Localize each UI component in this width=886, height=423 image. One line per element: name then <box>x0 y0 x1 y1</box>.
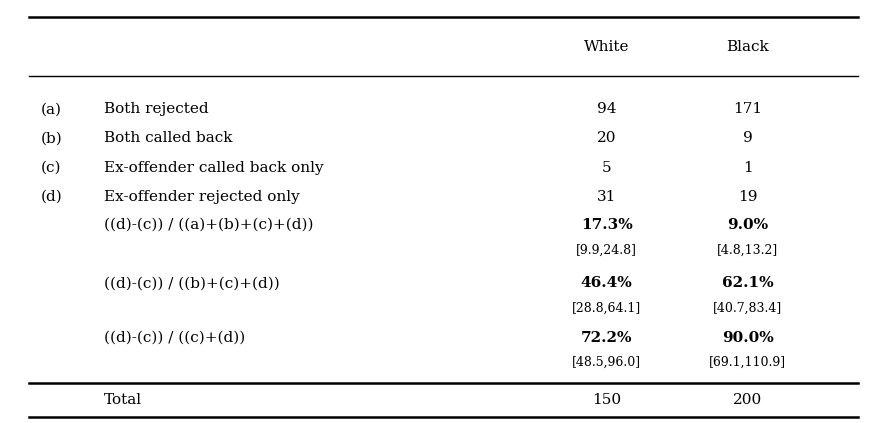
Text: 9: 9 <box>742 132 751 146</box>
Text: (d): (d) <box>41 190 62 204</box>
Text: Both rejected: Both rejected <box>104 102 208 116</box>
Text: Black: Black <box>726 40 768 54</box>
Text: 94: 94 <box>596 102 616 116</box>
Text: ((d)-(c)) / ((c)+(d)): ((d)-(c)) / ((c)+(d)) <box>104 330 245 345</box>
Text: 62.1%: 62.1% <box>721 276 773 290</box>
Text: Both called back: Both called back <box>104 132 232 146</box>
Text: 150: 150 <box>591 393 620 407</box>
Text: White: White <box>583 40 628 54</box>
Text: 5: 5 <box>601 161 610 175</box>
Text: Ex-offender called back only: Ex-offender called back only <box>104 161 323 175</box>
Text: [4.8,13.2]: [4.8,13.2] <box>716 243 777 256</box>
Text: (a): (a) <box>41 102 62 116</box>
Text: 1: 1 <box>742 161 751 175</box>
Text: Total: Total <box>104 393 142 407</box>
Text: [28.8,64.1]: [28.8,64.1] <box>571 302 641 315</box>
Text: 72.2%: 72.2% <box>580 330 632 345</box>
Text: 9.0%: 9.0% <box>727 218 767 232</box>
Text: ((d)-(c)) / ((a)+(b)+(c)+(d)): ((d)-(c)) / ((a)+(b)+(c)+(d)) <box>104 218 314 232</box>
Text: [9.9,24.8]: [9.9,24.8] <box>575 243 636 256</box>
Text: [69.1,110.9]: [69.1,110.9] <box>708 356 785 369</box>
Text: (b): (b) <box>41 132 62 146</box>
Text: [40.7,83.4]: [40.7,83.4] <box>712 302 781 315</box>
Text: ((d)-(c)) / ((b)+(c)+(d)): ((d)-(c)) / ((b)+(c)+(d)) <box>104 276 280 290</box>
Text: 200: 200 <box>732 393 761 407</box>
Text: 20: 20 <box>596 132 616 146</box>
Text: 31: 31 <box>596 190 616 204</box>
Text: [48.5,96.0]: [48.5,96.0] <box>571 356 641 369</box>
Text: Ex-offender rejected only: Ex-offender rejected only <box>104 190 299 204</box>
Text: (c): (c) <box>41 161 61 175</box>
Text: 90.0%: 90.0% <box>721 330 773 345</box>
Text: 46.4%: 46.4% <box>580 276 632 290</box>
Text: 19: 19 <box>737 190 757 204</box>
Text: 171: 171 <box>732 102 761 116</box>
Text: 17.3%: 17.3% <box>580 218 632 232</box>
